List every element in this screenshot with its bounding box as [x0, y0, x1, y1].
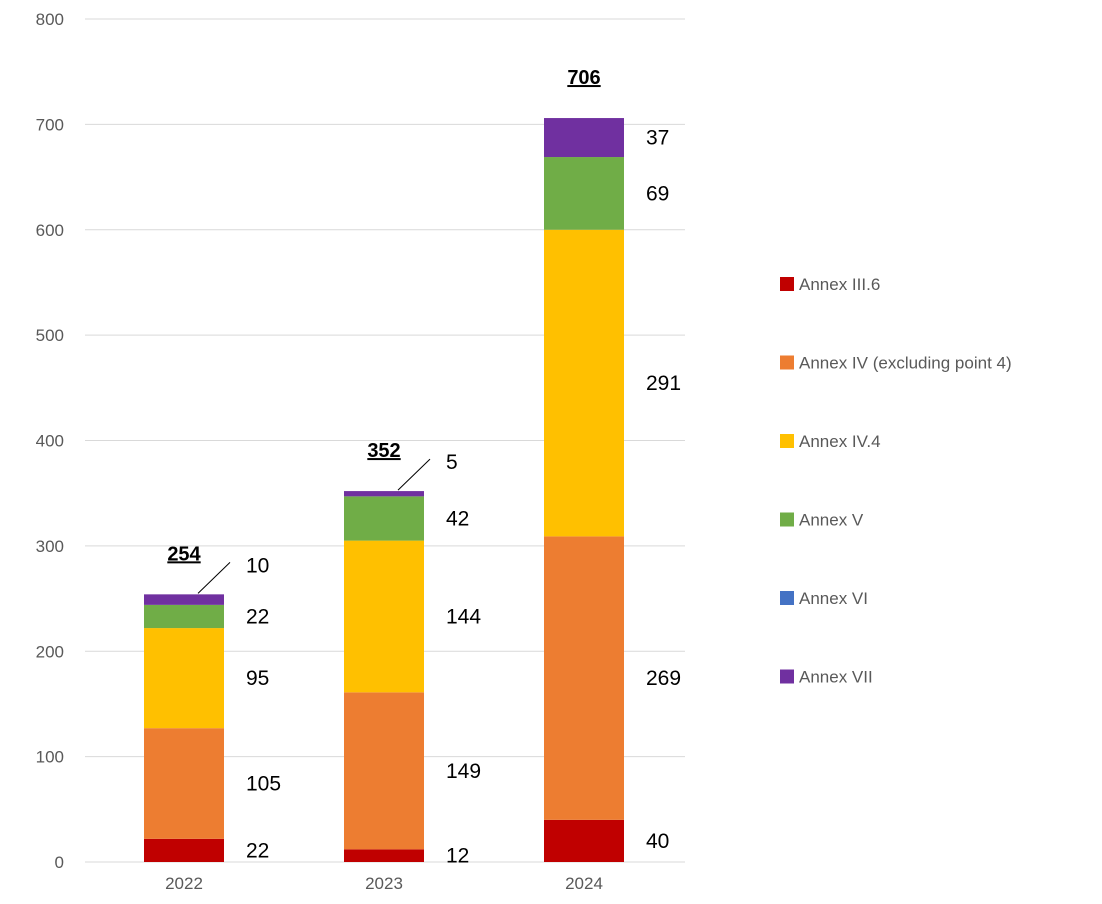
y-tick-label: 300 — [36, 537, 64, 556]
bar-segment — [344, 491, 424, 497]
bars — [144, 118, 624, 862]
bar-segment — [344, 692, 424, 850]
data-label: 40 — [646, 830, 669, 853]
total-label: 706 — [567, 67, 600, 89]
leader-line — [197, 561, 231, 594]
y-tick-label: 100 — [36, 748, 64, 767]
legend-swatch — [780, 591, 794, 605]
data-label: 269 — [646, 667, 681, 690]
bar-segment — [344, 849, 424, 862]
data-labels: 22 105 95 22 10 254 12 149 144 42 5 352 40 269 291 69 37… — [167, 67, 681, 868]
bar-segment — [544, 157, 624, 230]
bar-segment — [544, 118, 624, 158]
legend-swatch — [780, 669, 794, 684]
bar-segment — [544, 536, 624, 820]
bar-segment — [544, 229, 624, 537]
bar-segment — [144, 728, 224, 839]
legend-label: Annex III.6 — [799, 275, 880, 294]
data-label: 37 — [646, 127, 669, 150]
legend-label: Annex VI — [799, 589, 868, 608]
legend-swatch — [780, 355, 794, 370]
legend-swatch — [780, 512, 794, 527]
data-label: 22 — [246, 839, 269, 862]
legend-label: Annex IV (excluding point 4) — [799, 354, 1012, 373]
y-tick-label: 800 — [36, 10, 64, 29]
legend-label: Annex VII — [799, 668, 873, 687]
leader-line — [397, 458, 431, 491]
data-label: 42 — [446, 507, 469, 530]
y-tick-label: 700 — [36, 115, 64, 134]
legend-swatch — [780, 434, 794, 448]
y-tick-label: 500 — [36, 326, 64, 345]
total-label: 352 — [367, 440, 400, 462]
data-label: 95 — [246, 667, 269, 690]
bar-segment — [144, 594, 224, 605]
y-axis: 0 100 200 300 400 500 600 700 800 — [36, 10, 64, 872]
legend-label: Annex IV.4 — [799, 432, 881, 451]
y-tick-label: 400 — [36, 432, 64, 451]
x-tick-label: 2023 — [365, 874, 403, 893]
data-label: 291 — [646, 372, 681, 395]
bar-segment — [144, 628, 224, 729]
data-label: 69 — [646, 182, 669, 205]
bar-segment — [144, 838, 224, 862]
x-tick-label: 2022 — [165, 874, 203, 893]
legend-label: Annex V — [799, 511, 864, 530]
data-label: 5 — [446, 451, 458, 474]
data-label: 12 — [446, 845, 469, 868]
data-label: 10 — [246, 554, 269, 577]
bar-segment — [544, 819, 624, 862]
bar-segment — [344, 496, 424, 541]
x-tick-label: 2024 — [565, 874, 603, 893]
data-label: 22 — [246, 605, 269, 628]
data-label: 144 — [446, 605, 481, 628]
data-label: 149 — [446, 760, 481, 783]
y-tick-label: 600 — [36, 221, 64, 240]
legend-swatch — [780, 277, 794, 291]
bar-segment — [344, 540, 424, 693]
y-tick-label: 200 — [36, 642, 64, 661]
data-label: 105 — [246, 772, 281, 795]
y-tick-label: 0 — [55, 853, 64, 872]
legend: Annex III.6 Annex IV (excluding point 4) A… — [780, 275, 1012, 687]
x-axis: 2022 2023 2024 — [165, 874, 603, 893]
total-label: 254 — [167, 543, 201, 565]
bar-segment — [144, 604, 224, 629]
